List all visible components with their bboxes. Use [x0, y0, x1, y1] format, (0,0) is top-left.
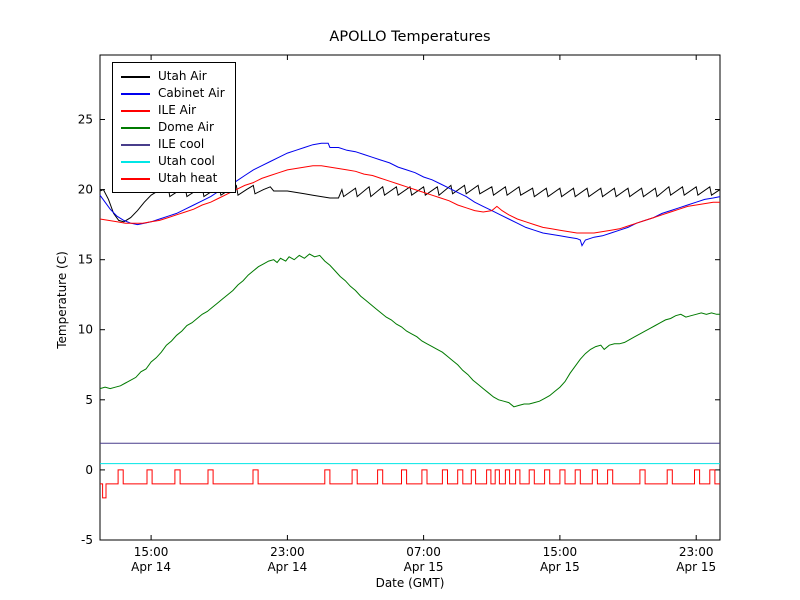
y-tick-label: -5 [81, 533, 93, 547]
legend-item-cabinet-air: Cabinet Air [121, 85, 225, 102]
legend-line-swatch [121, 126, 150, 129]
x-tick-label-date: Apr 14 [131, 560, 171, 574]
legend-item-dome-air: Dome Air [121, 119, 225, 136]
y-tick-label: 10 [78, 323, 93, 337]
x-tick-label-time: 15:00 [543, 545, 578, 559]
y-tick-label: 0 [85, 463, 93, 477]
legend: Utah Air Cabinet Air ILE Air Dome Air ILE co… [112, 62, 236, 193]
legend-label: ILE cool [158, 137, 205, 151]
x-tick-label-date: Apr 14 [267, 560, 307, 574]
legend-label: Utah Air [158, 69, 207, 83]
y-tick-label: 5 [85, 393, 93, 407]
x-tick-label-time: 07:00 [406, 545, 441, 559]
legend-line-swatch [121, 75, 150, 78]
legend-line-swatch [121, 143, 150, 146]
legend-line-swatch [121, 177, 150, 180]
legend-item-ile-cool: ILE cool [121, 136, 225, 153]
series-cabinet-air [99, 142, 721, 247]
x-tick-label-time: 23:00 [270, 545, 305, 559]
legend-item-ile-air: ILE Air [121, 102, 225, 119]
legend-item-utah-cool: Utah cool [121, 153, 225, 170]
y-tick-label: 15 [78, 253, 93, 267]
x-tick-label-date: Apr 15 [540, 560, 580, 574]
x-tick-label-date: Apr 15 [404, 560, 444, 574]
legend-item-utah-air: Utah Air [121, 68, 225, 85]
plot-frame [99, 54, 721, 541]
legend-label: Cabinet Air [158, 86, 225, 100]
legend-line-swatch [121, 160, 150, 163]
legend-label: Utah cool [158, 154, 215, 168]
x-tick-label-time: 23:00 [679, 545, 714, 559]
x-axis-label: Date (GMT) [375, 576, 445, 590]
legend-label: Utah heat [158, 171, 218, 185]
series-dome-air [99, 253, 720, 408]
series-utah-air [99, 184, 721, 223]
series-utah-heat [100, 469, 720, 499]
y-tick-label: 25 [78, 113, 93, 127]
legend-line-swatch [121, 92, 150, 95]
legend-label: Dome Air [158, 120, 214, 134]
y-tick-label: 20 [78, 183, 93, 197]
series-ile-air [99, 165, 720, 234]
legend-line-swatch [121, 109, 150, 112]
y-axis-label: Temperature (C) [55, 251, 69, 349]
legend-label: ILE Air [158, 103, 197, 117]
x-tick-label-date: Apr 15 [676, 560, 716, 574]
x-tick-label-time: 15:00 [134, 545, 169, 559]
legend-item-utah-heat: Utah heat [121, 170, 225, 187]
chart-title: APOLLO Temperatures [329, 29, 491, 45]
